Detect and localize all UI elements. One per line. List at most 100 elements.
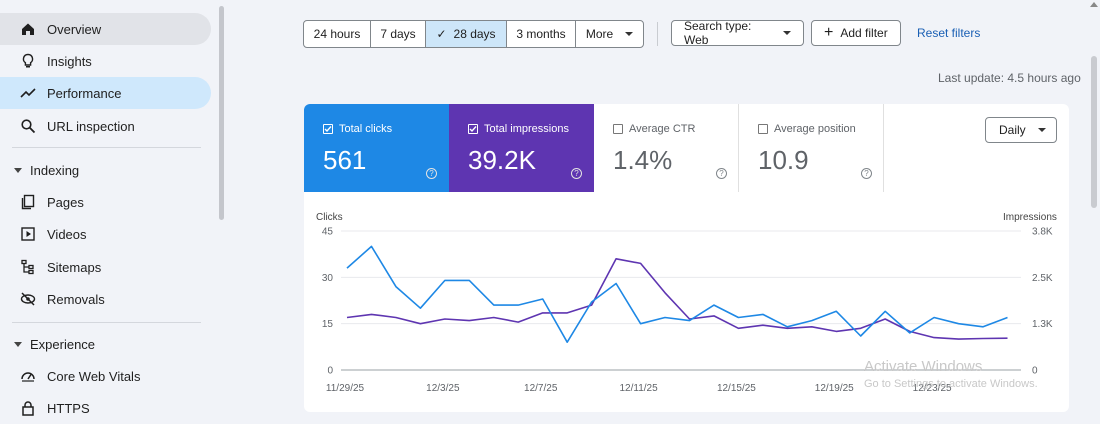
- home-icon: [20, 21, 36, 37]
- dropdown-arrow-icon: [625, 32, 634, 36]
- sidebar-item-https[interactable]: HTTPS: [0, 392, 211, 424]
- dropdown-arrow-icon: [783, 31, 791, 35]
- metric-label-row: Total clicks: [323, 123, 392, 135]
- sidebar-divider: [12, 147, 201, 148]
- sidebar-item-sitemaps[interactable]: Sitemaps: [0, 251, 211, 283]
- sidebar-item-label: URL inspection: [47, 118, 135, 134]
- sidebar-item-pages[interactable]: Pages: [0, 186, 211, 218]
- sidebar-item-overview[interactable]: Overview: [0, 13, 211, 45]
- sidebar: Indexing Experience Overview Insights Perf…: [0, 0, 225, 421]
- sidebar-item-insights[interactable]: Insights: [0, 45, 211, 77]
- series-line-impressions: [346, 258, 1008, 340]
- checkbox-icon[interactable]: [468, 124, 478, 134]
- page-scrollbar-thumb[interactable]: [1091, 56, 1097, 208]
- metric-value: 561: [323, 145, 367, 175]
- date-range-selector: 24 hours 7 days ✓ 28 days 3 months More: [303, 20, 644, 48]
- x-tick-label: 11/29/25: [326, 383, 365, 394]
- range-7-days-button[interactable]: 7 days: [371, 21, 426, 47]
- toolbar-separator: [657, 22, 658, 46]
- checkbox-icon[interactable]: [758, 124, 768, 134]
- activate-windows-subtitle: Go to Settings to activate Windows.: [864, 378, 1038, 390]
- sidebar-item-label: Insights: [47, 53, 92, 69]
- sidebar-item-label: Sitemaps: [47, 259, 102, 275]
- caret-down-icon: [14, 342, 22, 347]
- search-icon: [20, 118, 36, 134]
- sidebar-item-core-web-vitals[interactable]: Core Web Vitals: [0, 360, 211, 392]
- section-experience-label: Experience: [30, 337, 96, 352]
- sidebar-item-videos[interactable]: Videos: [0, 218, 211, 250]
- search-type-dropdown[interactable]: Search type: Web: [671, 19, 804, 47]
- help-icon[interactable]: ?: [426, 168, 437, 179]
- metric-label: Average position: [774, 123, 856, 135]
- check-icon: [469, 126, 477, 133]
- section-experience[interactable]: Experience: [14, 337, 95, 352]
- sidebar-item-removals[interactable]: Removals: [0, 283, 211, 315]
- range-more-label: More: [585, 27, 614, 41]
- trending-icon: [20, 85, 36, 101]
- sidebar-item-label: Core Web Vitals: [47, 368, 141, 384]
- metric-label-row: Total impressions: [468, 123, 569, 135]
- metric-total-clicks[interactable]: Total clicks 561?: [304, 104, 449, 192]
- metric-value: 39.2K: [468, 145, 536, 175]
- sidebar-item-label: Pages: [47, 194, 84, 210]
- x-tick-label: 12/23/25: [913, 383, 952, 394]
- range-28-days-label: 28 days: [453, 27, 496, 41]
- help-icon[interactable]: ?: [861, 168, 872, 179]
- reset-filters-link[interactable]: Reset filters: [917, 26, 981, 40]
- add-filter-button[interactable]: + Add filter: [811, 20, 901, 46]
- checkbox-icon[interactable]: [613, 124, 623, 134]
- range-3-months-button[interactable]: 3 months: [507, 21, 576, 47]
- metric-average-ctr[interactable]: Average CTR 1.4%?: [594, 104, 739, 192]
- video-icon: [20, 226, 36, 242]
- sidebar-item-label: Overview: [47, 21, 102, 37]
- sidebar-item-label: Removals: [47, 291, 105, 307]
- metric-label: Total clicks: [339, 123, 393, 135]
- left-tick-label: 15: [322, 319, 334, 330]
- sidebar-divider: [12, 322, 201, 323]
- dropdown-arrow-icon: [1037, 128, 1046, 132]
- left-tick-label: 0: [327, 366, 333, 377]
- metric-value: 10.9: [758, 145, 809, 175]
- range-more-button[interactable]: More: [576, 21, 643, 47]
- granularity-dropdown[interactable]: Daily: [985, 117, 1057, 143]
- metric-label: Total impressions: [484, 123, 569, 135]
- metric-label: Average CTR: [629, 123, 696, 135]
- sidebar-item-url-inspection[interactable]: URL inspection: [0, 110, 211, 142]
- x-tick-label: 12/7/25: [524, 383, 558, 394]
- x-tick-label: 12/19/25: [815, 383, 854, 394]
- activate-windows-title: Activate Windows: [864, 358, 983, 375]
- page-scrollbar-track[interactable]: [1089, 0, 1100, 421]
- sidebar-item-label: Performance: [47, 85, 122, 101]
- pages-icon: [20, 194, 36, 210]
- search-type-label: Search type: Web: [684, 19, 752, 47]
- removals-icon: [20, 291, 36, 307]
- sidebar-scrollbar[interactable]: [219, 6, 224, 220]
- metric-value: 1.4%: [613, 145, 673, 175]
- lock-icon: [20, 400, 36, 416]
- last-update-text: Last update: 4.5 hours ago: [938, 71, 1081, 85]
- right-tick-label: 1.3K: [1032, 319, 1053, 330]
- sidebar-item-label: HTTPS: [47, 400, 90, 416]
- sitemap-icon: [20, 259, 36, 275]
- series-line-clicks: [346, 245, 1008, 343]
- help-icon[interactable]: ?: [571, 168, 582, 179]
- sidebar-item-label: Videos: [47, 226, 87, 242]
- speedometer-icon: [20, 368, 36, 384]
- range-28-days-button[interactable]: ✓ 28 days: [426, 21, 507, 47]
- metric-total-impressions[interactable]: Total impressions 39.2K?: [449, 104, 594, 192]
- add-filter-label: Add filter: [840, 26, 888, 40]
- caret-down-icon: [14, 168, 22, 173]
- sidebar-item-performance[interactable]: Performance: [0, 77, 211, 109]
- metric-average-position[interactable]: Average position 10.9?: [739, 104, 884, 192]
- scroll-up-arrow-icon[interactable]: [1090, 2, 1098, 7]
- range-24-hours-button[interactable]: 24 hours: [304, 21, 371, 47]
- check-icon: ✓: [436, 27, 447, 41]
- help-icon[interactable]: ?: [716, 168, 727, 179]
- right-tick-label: 2.5K: [1032, 273, 1053, 284]
- section-indexing[interactable]: Indexing: [14, 163, 79, 178]
- performance-chart: 45 30 15 0 3.8K 2.5K 1.3K 0 11/29/25 12/3/25 12/7/…: [322, 227, 1053, 395]
- left-tick-label: 45: [322, 227, 334, 238]
- checkbox-icon[interactable]: [323, 124, 333, 134]
- right-tick-label: 0: [1032, 366, 1038, 377]
- right-axis-title: Impressions: [1003, 212, 1057, 223]
